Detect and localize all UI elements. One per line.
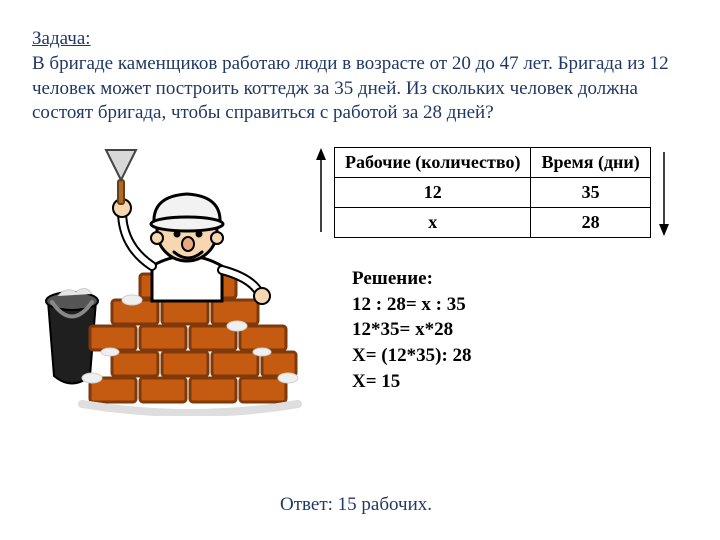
bricklayer-illustration — [32, 146, 312, 422]
solution-block: Решение: 12 : 28= х : 35 12*35= х*28 Х= … — [352, 266, 688, 394]
table-row: 12 35 — [335, 177, 651, 207]
solution-title: Решение: — [352, 266, 688, 292]
table-row: x 28 — [335, 207, 651, 237]
table-header-workers: Рабочие (количество) — [335, 147, 531, 177]
solution-line: 12 : 28= х : 35 — [352, 292, 688, 318]
table-header-time: Время (дни) — [531, 147, 650, 177]
ratio-table: Рабочие (количество) Время (дни) 12 35 x… — [334, 147, 651, 238]
solution-line: 12*35= х*28 — [352, 317, 688, 343]
cell-workers-1: 12 — [335, 177, 531, 207]
cell-days-2: 28 — [531, 207, 650, 237]
worker — [106, 150, 270, 304]
task-body: В бригаде каменщиков работаю люди в возр… — [32, 52, 688, 126]
answer-text: Ответ: 15 рабочих. — [280, 494, 432, 516]
trowel-icon — [106, 150, 136, 204]
arrow-up-icon — [312, 146, 330, 238]
solution-line: Х= 15 — [352, 369, 688, 395]
solution-line: Х= (12*35): 28 — [352, 343, 688, 369]
right-column: Рабочие (количество) Время (дни) 12 35 x… — [312, 146, 688, 394]
content-row: Рабочие (количество) Время (дни) 12 35 x… — [32, 146, 688, 422]
ratio-table-wrap: Рабочие (количество) Время (дни) 12 35 x… — [312, 146, 688, 238]
cell-workers-2: x — [335, 207, 531, 237]
arrow-down-icon — [655, 146, 673, 238]
cell-days-1: 35 — [531, 177, 650, 207]
task-heading: Задача: — [32, 28, 688, 50]
